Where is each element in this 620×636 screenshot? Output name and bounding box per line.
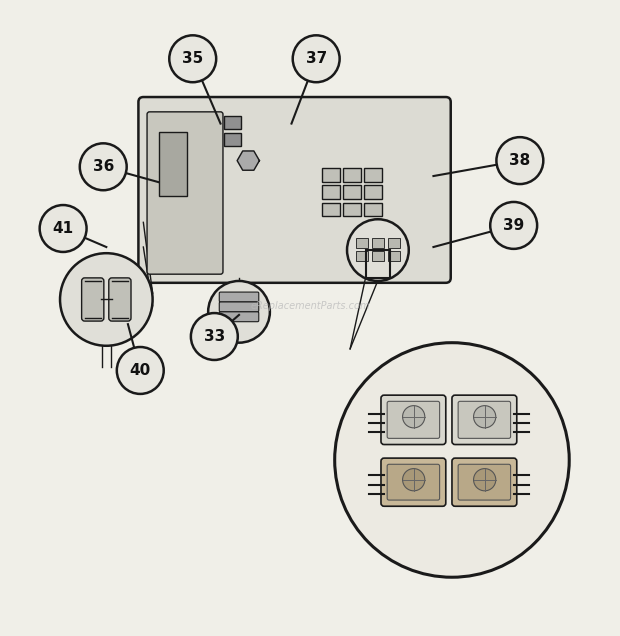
Text: 36: 36	[92, 159, 114, 174]
Bar	[224, 133, 241, 146]
Bar	[365, 185, 381, 199]
FancyBboxPatch shape	[458, 464, 511, 500]
FancyBboxPatch shape	[387, 401, 440, 438]
Bar	[322, 203, 340, 216]
Bar	[322, 168, 340, 182]
FancyBboxPatch shape	[381, 395, 446, 445]
Bar	[365, 168, 381, 182]
Circle shape	[474, 469, 496, 491]
Circle shape	[208, 281, 270, 343]
FancyBboxPatch shape	[159, 132, 187, 196]
Bar	[343, 203, 361, 216]
FancyBboxPatch shape	[219, 312, 259, 322]
FancyBboxPatch shape	[387, 464, 440, 500]
Polygon shape	[237, 151, 259, 170]
Circle shape	[40, 205, 87, 252]
Circle shape	[402, 406, 425, 428]
Bar	[356, 238, 368, 247]
FancyBboxPatch shape	[381, 458, 446, 506]
Circle shape	[335, 343, 569, 577]
Bar	[224, 116, 241, 129]
FancyBboxPatch shape	[458, 401, 511, 438]
Circle shape	[60, 253, 153, 346]
Bar	[365, 203, 381, 216]
Bar	[388, 238, 400, 247]
Circle shape	[293, 36, 340, 82]
Text: 38: 38	[509, 153, 531, 168]
Bar	[343, 185, 361, 199]
Bar	[372, 238, 384, 247]
Bar	[343, 168, 361, 182]
FancyBboxPatch shape	[138, 97, 451, 283]
FancyBboxPatch shape	[452, 458, 516, 506]
Text: eReplacementParts.com: eReplacementParts.com	[250, 301, 370, 310]
Text: 33: 33	[204, 329, 225, 344]
Text: 35: 35	[182, 52, 203, 66]
Text: 40: 40	[130, 363, 151, 378]
FancyBboxPatch shape	[219, 302, 259, 312]
Bar	[372, 251, 384, 261]
FancyBboxPatch shape	[82, 278, 104, 321]
FancyBboxPatch shape	[452, 395, 516, 445]
Bar	[322, 185, 340, 199]
Text: 39: 39	[503, 218, 525, 233]
Text: 37: 37	[306, 52, 327, 66]
Circle shape	[490, 202, 537, 249]
Bar	[366, 250, 390, 278]
Circle shape	[169, 36, 216, 82]
Circle shape	[497, 137, 543, 184]
Circle shape	[117, 347, 164, 394]
Circle shape	[402, 469, 425, 491]
Circle shape	[191, 313, 238, 360]
Circle shape	[347, 219, 409, 281]
FancyBboxPatch shape	[147, 112, 223, 274]
FancyBboxPatch shape	[108, 278, 131, 321]
FancyBboxPatch shape	[219, 292, 259, 302]
Text: 41: 41	[53, 221, 74, 236]
Bar	[356, 251, 368, 261]
Circle shape	[80, 143, 126, 190]
Circle shape	[474, 406, 496, 428]
Bar	[388, 251, 400, 261]
